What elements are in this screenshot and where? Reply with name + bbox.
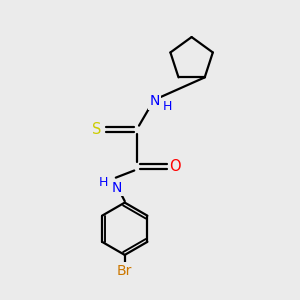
Text: S: S [92, 122, 101, 137]
Text: Br: Br [117, 264, 132, 278]
Text: O: O [169, 159, 181, 174]
Text: H: H [162, 100, 172, 113]
Text: N: N [112, 181, 122, 195]
Text: N: N [149, 94, 160, 108]
Text: H: H [99, 176, 109, 189]
